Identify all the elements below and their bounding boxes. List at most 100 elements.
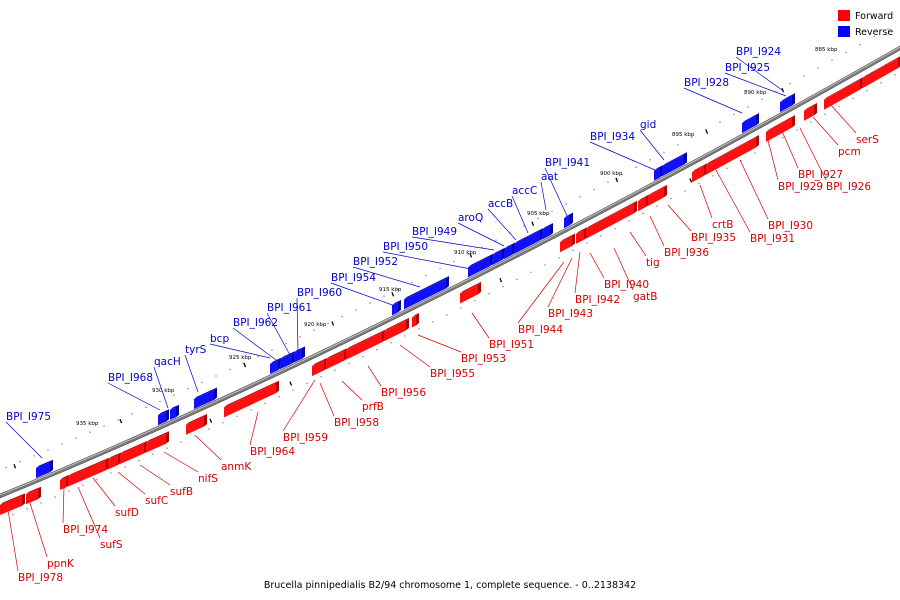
scale-dot: [159, 400, 161, 403]
chromosome-axis: [0, 45, 900, 499]
reverse-gene[interactable]: [542, 222, 553, 240]
forward-gene-BPI_I943-label: BPI_I943: [548, 308, 593, 320]
forward-gene[interactable]: [346, 329, 385, 360]
scale-dot: [47, 449, 49, 451]
reverse-gene[interactable]: [36, 459, 53, 479]
legend-forward-label: Forward: [855, 11, 893, 22]
forward-gene[interactable]: [748, 134, 759, 152]
reverse-gene-BPI_I968-label: BPI_I968: [108, 372, 153, 384]
reverse-gene[interactable]: [170, 404, 179, 420]
map-caption: Brucella pinnipedialis B2/94 chromosome …: [264, 580, 636, 591]
forward-gene[interactable]: [566, 233, 575, 250]
forward-gene[interactable]: [638, 194, 649, 212]
reverse-gene[interactable]: [294, 346, 305, 363]
reverse-gene-BPI_I954-leader: [330, 282, 399, 308]
scale-dot: [61, 443, 63, 445]
scale-dot: [306, 382, 308, 385]
scale-label: 915 kbp: [379, 287, 402, 293]
forward-gene-nifS-leader: [163, 451, 199, 473]
reverse-gene-BPI_I934-label: BPI_I934: [590, 131, 635, 143]
forward-gene[interactable]: [186, 414, 207, 435]
scale-dot: [341, 316, 343, 318]
forward-gene-BPI_I927-label: BPI_I927: [798, 169, 843, 181]
scale-dot: [89, 431, 91, 433]
scale-dot: [593, 188, 595, 191]
forward-gene[interactable]: [786, 115, 795, 131]
forward-gene[interactable]: [384, 317, 409, 342]
scale-dot: [348, 362, 350, 365]
forward-gene[interactable]: [326, 348, 347, 370]
scale-dot: [425, 274, 427, 277]
scale-dot: [782, 136, 784, 139]
forward-gene[interactable]: [146, 431, 169, 453]
forward-gene-BPI_I929-leader: [767, 139, 779, 181]
scale-dot: [845, 51, 847, 54]
forward-gene-pcm-leader: [812, 116, 839, 146]
scale-dot: [530, 271, 532, 273]
forward-gene[interactable]: [576, 227, 587, 244]
scale-dot: [257, 355, 259, 358]
scale-dot: [5, 466, 7, 469]
scale-dot: [145, 406, 147, 409]
reverse-gene[interactable]: [194, 387, 217, 410]
forward-gene[interactable]: [26, 486, 41, 505]
forward-gene[interactable]: [60, 474, 69, 490]
forward-gene-BPI_I951-label: BPI_I951: [489, 339, 534, 351]
scale-dot: [719, 121, 721, 123]
scale-dot: [824, 113, 826, 115]
scale-tick: [705, 129, 709, 134]
reverse-gene-BPI_I975-leader: [5, 421, 43, 459]
forward-gene[interactable]: [884, 56, 900, 77]
scale-tick: [499, 277, 503, 283]
forward-gene[interactable]: [412, 312, 419, 328]
forward-gene[interactable]: [648, 184, 667, 206]
scale-dot: [579, 196, 581, 198]
scale-dot: [565, 203, 567, 205]
scale-dot: [621, 174, 623, 176]
reverse-gene[interactable]: [742, 112, 759, 134]
forward-gene[interactable]: [88, 457, 109, 478]
forward-gene[interactable]: [610, 200, 637, 227]
reverse-gene-bcp-leader: [209, 343, 271, 359]
scale-dot: [691, 136, 693, 138]
forward-gene[interactable]: [692, 163, 707, 183]
scale-label: 890 kbp: [744, 90, 767, 96]
reverse-gene[interactable]: [392, 299, 401, 316]
forward-gene[interactable]: [318, 357, 327, 374]
forward-gene[interactable]: [460, 281, 481, 304]
reverse-gene[interactable]: [662, 152, 687, 177]
forward-gene[interactable]: [108, 452, 121, 470]
reverse-gene[interactable]: [404, 276, 449, 310]
scale-dot: [215, 375, 217, 377]
scale-dot: [635, 166, 637, 168]
forward-gene[interactable]: [804, 102, 817, 121]
scale-dot: [677, 144, 679, 146]
scale-dot: [397, 288, 399, 291]
reverse-gene-BPI_I952-leader: [352, 266, 421, 288]
forward-gene[interactable]: [224, 380, 279, 418]
reverse-gene[interactable]: [786, 93, 795, 109]
reverse-gene-BPI_I928-leader: [683, 87, 743, 114]
forward-gene-nifS-label: nifS: [198, 473, 218, 485]
reverse-gene-BPI_I960-label: BPI_I960: [297, 287, 342, 299]
forward-gene-sufS-label: sufS: [100, 539, 123, 551]
scale-dot: [747, 106, 749, 108]
scale-dot: [873, 36, 875, 38]
forward-gene-BPI_I927-leader: [781, 130, 799, 169]
forward-gene-BPI_I926-label: BPI_I926: [826, 181, 871, 193]
reverse-gene[interactable]: [158, 409, 169, 426]
scale-dot: [383, 295, 385, 297]
forward-gene[interactable]: [68, 465, 91, 487]
forward-gene[interactable]: [846, 77, 863, 98]
forward-gene-BPI_I926-leader: [799, 127, 827, 181]
forward-gene-BPI_I942-leader: [574, 251, 581, 294]
forward-gene-BPI_I953-leader: [417, 334, 462, 353]
scale-dot: [439, 267, 441, 270]
forward-gene[interactable]: [0, 493, 25, 515]
scale-dot: [187, 388, 189, 390]
scale-dot: [754, 152, 756, 154]
forward-gene-BPI_I936-label: BPI_I936: [664, 247, 709, 259]
forward-gene-ppnK-leader: [29, 502, 48, 558]
reverse-gene[interactable]: [564, 212, 573, 229]
reverse-gene-accB-label: accB: [488, 198, 513, 210]
